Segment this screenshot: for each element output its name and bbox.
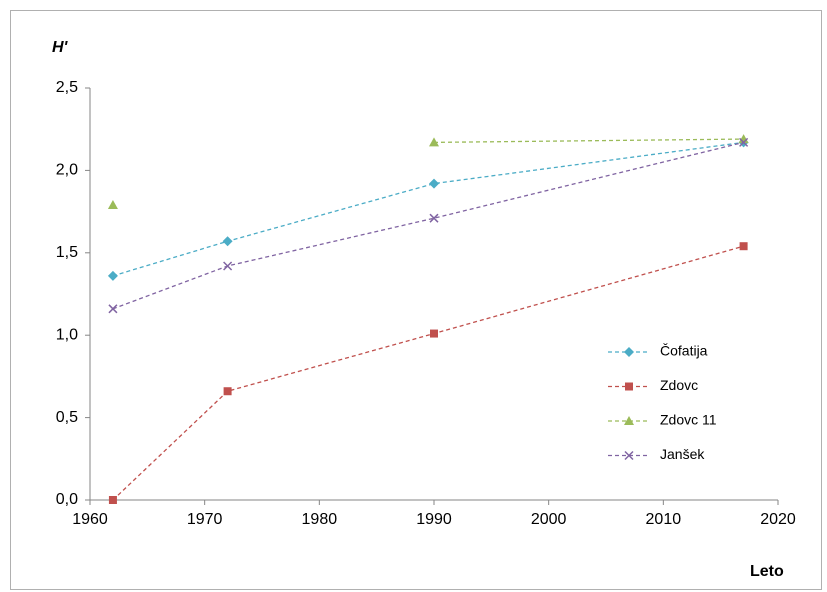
x-tick-label: 1990 [416,511,452,528]
y-tick-label: 0,0 [56,491,78,508]
y-axis-label: H' [52,39,69,56]
legend-label: Čofatija [660,343,708,359]
y-tick-label: 1,0 [56,326,78,343]
marker [223,387,232,396]
y-tick-label: 2,0 [56,162,78,179]
legend-label: Zdovc 11 [660,412,717,428]
series-line [112,141,744,277]
marker [107,270,118,281]
marker [430,329,438,338]
marker [625,382,633,391]
marker [624,416,634,425]
x-tick-label: 2020 [760,511,796,528]
series-line [112,141,744,310]
legend-label: Zdovc [660,377,698,393]
x-tick-label: 1980 [302,511,338,528]
marker [429,178,439,189]
marker [739,137,749,147]
y-tick-label: 2,5 [56,79,78,96]
series-line [112,245,744,501]
legend-label: Janšek [660,446,705,462]
marker [223,261,233,271]
x-tick-label: 1970 [187,511,223,528]
y-tick-label: 0,5 [56,409,78,426]
marker [429,213,439,223]
y-tick-label: 1,5 [56,244,78,261]
marker [107,200,118,210]
x-axis-label: Leto [750,563,784,580]
marker [222,236,233,247]
x-tick-label: 2000 [531,511,567,528]
chart-frame [10,10,822,590]
marker [624,347,634,357]
marker [429,137,439,147]
x-tick-label: 2010 [646,511,682,528]
marker [108,304,118,314]
marker [739,242,748,251]
series-line [433,138,744,144]
marker [108,496,117,504]
marker [624,450,634,461]
x-tick-label: 1960 [72,511,108,528]
